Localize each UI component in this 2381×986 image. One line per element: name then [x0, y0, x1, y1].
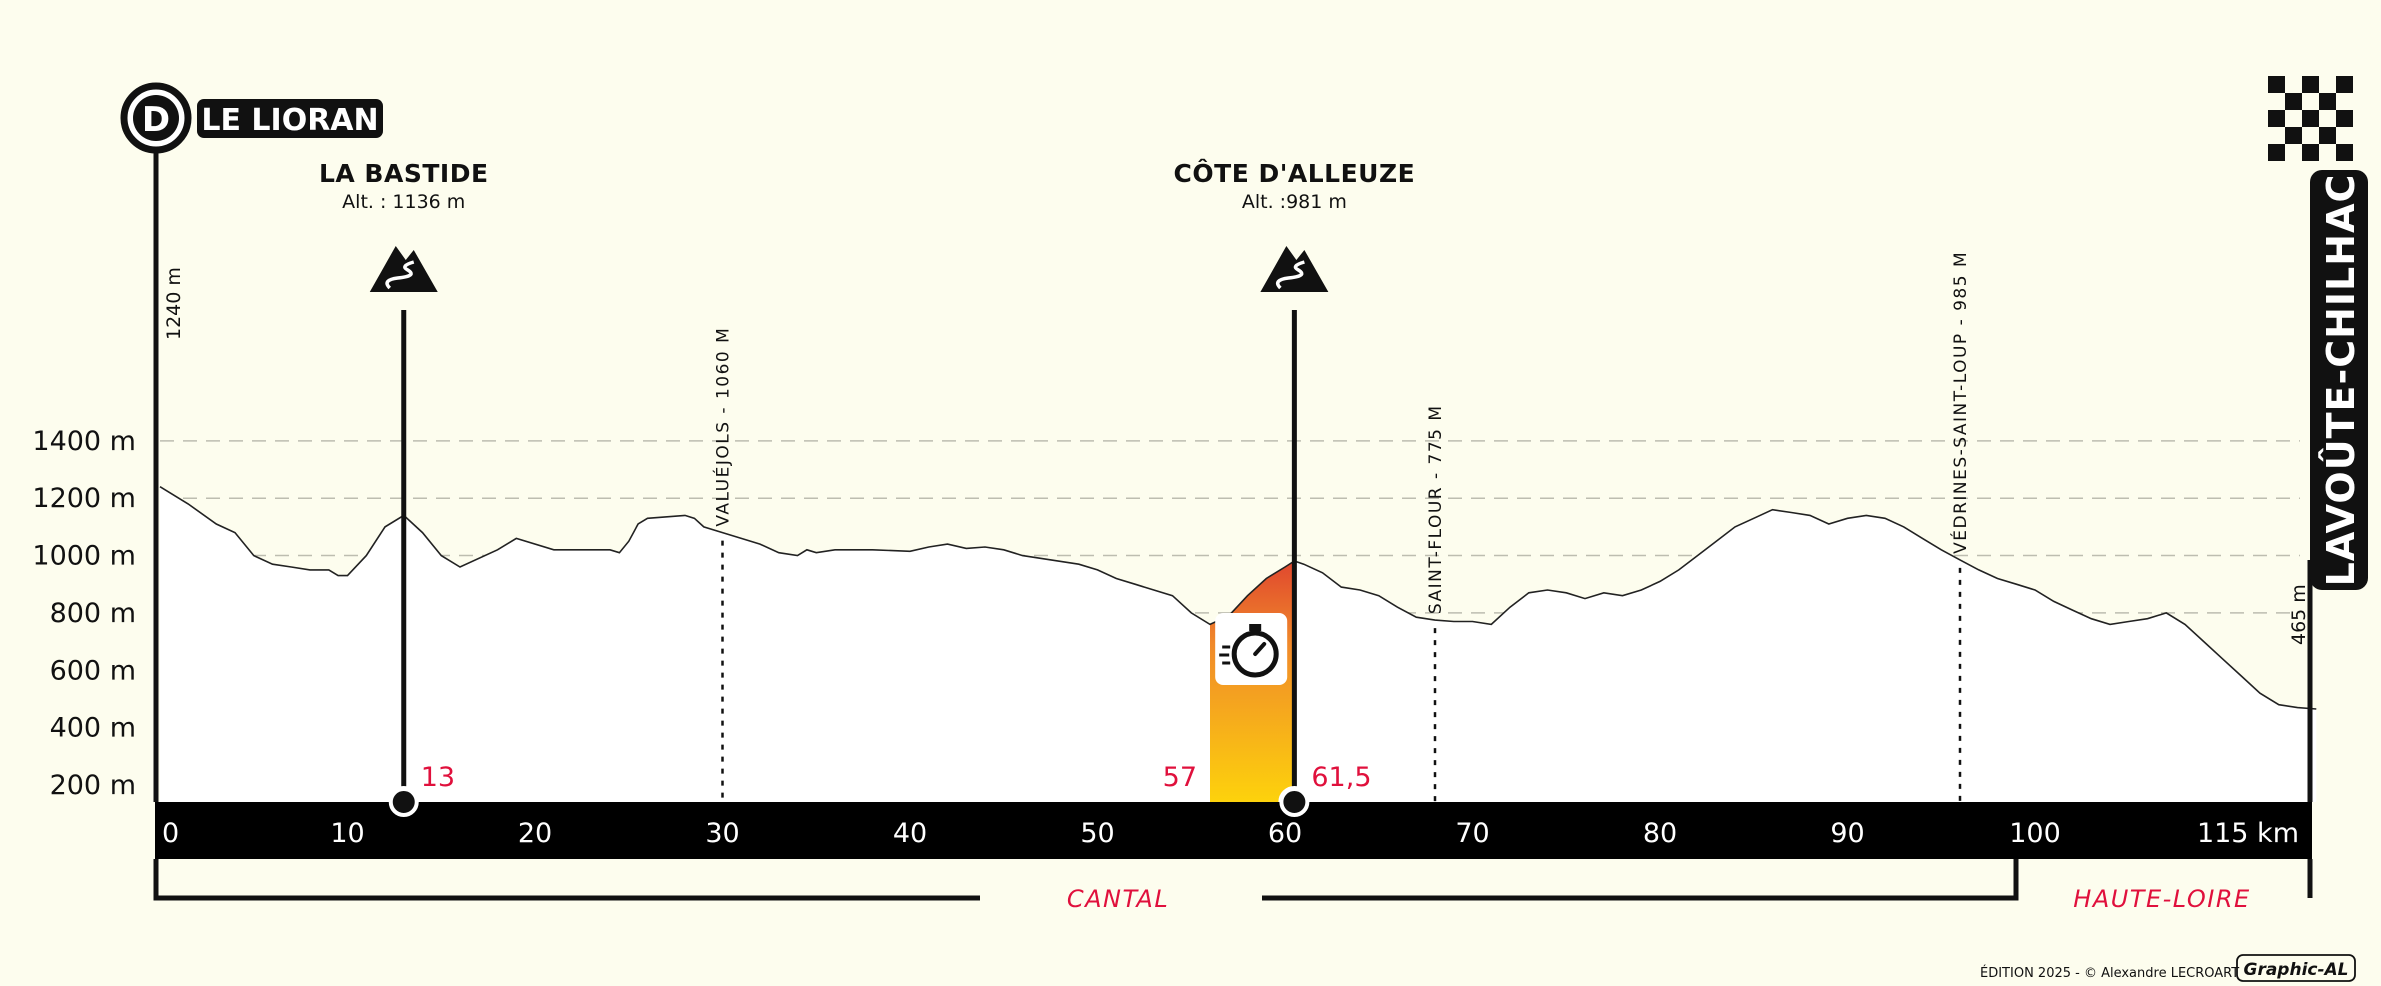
- x-tick-label: 80: [1643, 818, 1677, 849]
- x-tick-label: 30: [705, 818, 739, 849]
- x-tick-label: 60: [1268, 818, 1302, 849]
- town-label: VÉDRINES-SAINT-LOUP - 985 M: [1949, 251, 1971, 554]
- y-tick-label: 1200 m: [32, 483, 136, 514]
- x-tick-label: 10: [330, 818, 364, 849]
- x-tick-label: 115 km: [2197, 818, 2299, 849]
- checkered-flag-icon: [2268, 76, 2353, 161]
- mountain-pass-icon: [369, 246, 438, 292]
- y-tick-label: 600 m: [50, 655, 136, 686]
- finish-name: LAVOÛTE-CHILHAC: [2319, 174, 2363, 587]
- brand-logo: Graphic-AL: [2243, 960, 2348, 980]
- x-tick-label: 20: [518, 818, 552, 849]
- start-name-pill: [197, 99, 383, 138]
- start-name: LE LIORAN: [201, 103, 378, 138]
- checkered-flag-square: [2302, 76, 2319, 93]
- checkered-flag-square: [2268, 76, 2285, 93]
- climb-km-dot: [1279, 787, 1310, 817]
- y-axis-labels: 200 m 400 m 600 m 800 m 1000 m 1200 m 1400 m: [32, 426, 136, 801]
- checkered-flag-square: [2319, 93, 2336, 110]
- x-tick-label: 90: [1830, 818, 1864, 849]
- stopwatch-icon-body: [1231, 630, 1279, 678]
- y-tick-label: 400 m: [50, 713, 136, 744]
- y-tick-label: 800 m: [50, 598, 136, 629]
- y-tick-label: 200 m: [50, 770, 136, 801]
- checkered-flag-square: [2302, 110, 2319, 127]
- mountain-pass-icon: [1260, 246, 1329, 292]
- town-label: SAINT-FLOUR - 775 M: [1426, 404, 1446, 614]
- region-bracket-haute-loire: [2013, 859, 2313, 898]
- region-bars: CANTAL HAUTE-LOIRE: [153, 859, 2313, 913]
- checkered-flag-square: [2336, 76, 2353, 93]
- mountain-pass-icon-road: [1276, 260, 1305, 290]
- x-tick-label: 100: [2009, 818, 2061, 849]
- x-tick-label: 70: [1455, 818, 1489, 849]
- town-markers: VALUÉJOLS - 1060 M SAINT-FLOUR - 775 M VÉD…: [712, 251, 1971, 802]
- start-d-badge-icon: [133, 95, 179, 141]
- checkered-flag-square: [2285, 127, 2302, 144]
- climb-name: LA BASTIDE: [319, 159, 489, 188]
- x-tick-label: 40: [893, 818, 927, 849]
- footer-credit: ÉDITION 2025 - © Alexandre LECROART Graph…: [1980, 954, 2356, 982]
- x-tick-label: 50: [1080, 818, 1114, 849]
- stopwatch-icon: [1215, 613, 1288, 685]
- x-axis-band: 0 10 20 30 40 50 60 70 80 90 100 115 km: [155, 787, 2312, 859]
- checkered-flag-square: [2319, 127, 2336, 144]
- brand-box: [2236, 954, 2356, 982]
- climb-start-km-label: 57: [1163, 762, 1197, 793]
- finish-name-pill: [2310, 170, 2368, 590]
- finish-marker: LAVOÛTE-CHILHAC 465 m: [2268, 76, 2368, 802]
- climb-km-dot: [388, 787, 419, 817]
- region-bracket-cantal-right: [1262, 859, 2019, 901]
- x-axis-band-bg: [155, 802, 2312, 859]
- climb-altitude: Alt. : 1136 m: [342, 191, 465, 213]
- climb-name: CÔTE D'ALLEUZE: [1174, 158, 1416, 188]
- climb-altitude: Alt. :981 m: [1242, 191, 1347, 213]
- y-tick-label: 1400 m: [32, 426, 136, 457]
- credit-text: ÉDITION 2025 - © Alexandre LECROART: [1980, 965, 2239, 981]
- checkered-flag-square: [2285, 93, 2302, 110]
- stopwatch-icon-crown: [1249, 624, 1262, 631]
- y-tick-label: 1000 m: [32, 541, 136, 572]
- x-tick-label: 0: [162, 818, 179, 849]
- elevation-profile: [159, 486, 2317, 802]
- climb-km-label: 61,5: [1311, 762, 1371, 793]
- checkered-flag-square: [2268, 144, 2285, 161]
- finish-elevation-label: 465 m: [2288, 584, 2310, 645]
- checkered-flag-square: [2268, 110, 2285, 127]
- region-label: CANTAL: [1067, 885, 1169, 913]
- stopwatch-icon-hand: [1253, 642, 1267, 656]
- climb-km-label: 13: [421, 762, 455, 793]
- start-badge-letter: D: [142, 100, 170, 140]
- start-marker: D LE LIORAN 1240 m: [120, 82, 383, 802]
- checkered-flag-square: [2336, 110, 2353, 127]
- checkered-flag-square: [2336, 144, 2353, 161]
- checkered-flag-square: [2302, 144, 2319, 161]
- region-bracket-cantal-left: [153, 859, 980, 901]
- mountain-pass-icon-road: [385, 260, 415, 290]
- town-label: VALUÉJOLS - 1060 M: [712, 327, 734, 527]
- region-label: HAUTE-LOIRE: [2073, 885, 2250, 913]
- profile-line: [159, 486, 2317, 710]
- start-elevation-label: 1240 m: [163, 267, 185, 340]
